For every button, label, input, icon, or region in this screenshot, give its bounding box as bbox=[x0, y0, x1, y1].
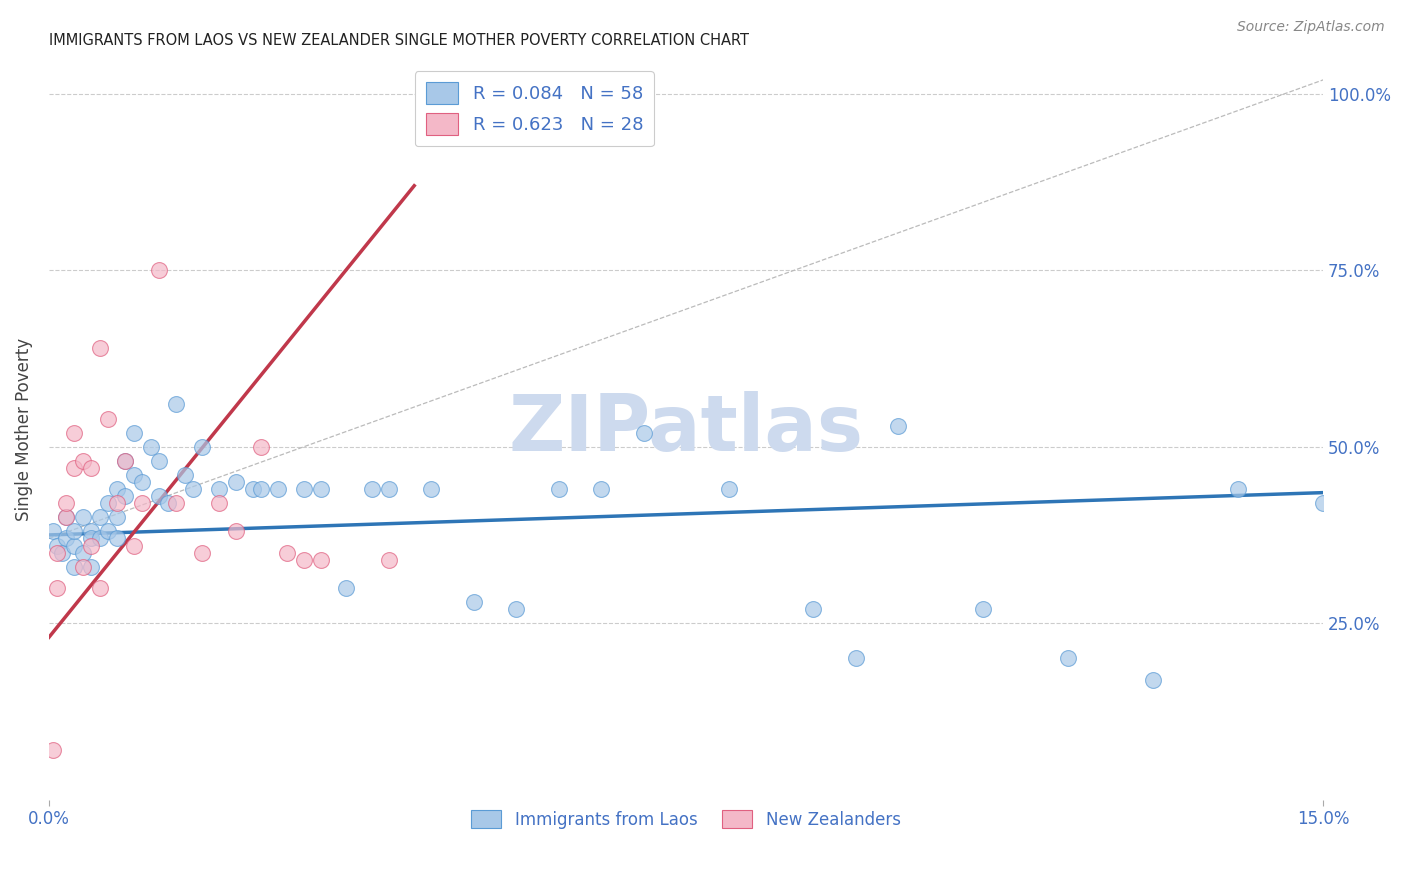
Point bbox=[250, 482, 273, 496]
Point bbox=[105, 482, 128, 496]
Point bbox=[122, 425, 145, 440]
Point bbox=[131, 496, 153, 510]
Point bbox=[122, 467, 145, 482]
Point bbox=[335, 581, 357, 595]
Text: ZIPatlas: ZIPatlas bbox=[509, 391, 863, 467]
Point bbox=[139, 440, 162, 454]
Point bbox=[105, 510, 128, 524]
Point bbox=[309, 482, 332, 496]
Point bbox=[97, 496, 120, 510]
Point bbox=[72, 510, 94, 524]
Point bbox=[55, 532, 77, 546]
Point bbox=[225, 524, 247, 539]
Point bbox=[242, 482, 264, 496]
Y-axis label: Single Mother Poverty: Single Mother Poverty bbox=[15, 337, 32, 521]
Point bbox=[55, 496, 77, 510]
Point bbox=[72, 454, 94, 468]
Point bbox=[292, 482, 315, 496]
Point bbox=[89, 510, 111, 524]
Point bbox=[309, 552, 332, 566]
Point bbox=[114, 489, 136, 503]
Point bbox=[165, 496, 187, 510]
Text: IMMIGRANTS FROM LAOS VS NEW ZEALANDER SINGLE MOTHER POVERTY CORRELATION CHART: IMMIGRANTS FROM LAOS VS NEW ZEALANDER SI… bbox=[49, 33, 749, 48]
Point bbox=[63, 524, 86, 539]
Point bbox=[1142, 673, 1164, 687]
Point bbox=[80, 559, 103, 574]
Point bbox=[887, 418, 910, 433]
Point bbox=[97, 411, 120, 425]
Point bbox=[505, 602, 527, 616]
Point bbox=[165, 397, 187, 411]
Point bbox=[55, 510, 77, 524]
Point bbox=[420, 482, 443, 496]
Point bbox=[46, 539, 69, 553]
Point bbox=[717, 482, 740, 496]
Point bbox=[46, 581, 69, 595]
Point bbox=[63, 539, 86, 553]
Point bbox=[156, 496, 179, 510]
Legend: Immigrants from Laos, New Zealanders: Immigrants from Laos, New Zealanders bbox=[464, 804, 907, 836]
Point bbox=[51, 545, 73, 559]
Point bbox=[225, 475, 247, 489]
Point bbox=[292, 552, 315, 566]
Point bbox=[276, 545, 298, 559]
Point bbox=[42, 524, 65, 539]
Point bbox=[148, 263, 170, 277]
Point bbox=[63, 425, 86, 440]
Point bbox=[105, 496, 128, 510]
Point bbox=[1312, 496, 1334, 510]
Point bbox=[191, 545, 214, 559]
Point bbox=[591, 482, 613, 496]
Point bbox=[633, 425, 655, 440]
Point bbox=[148, 454, 170, 468]
Point bbox=[173, 467, 195, 482]
Point bbox=[97, 524, 120, 539]
Point bbox=[80, 532, 103, 546]
Point bbox=[148, 489, 170, 503]
Point bbox=[463, 595, 485, 609]
Point bbox=[89, 532, 111, 546]
Point bbox=[122, 539, 145, 553]
Point bbox=[42, 743, 65, 757]
Point bbox=[250, 440, 273, 454]
Text: Source: ZipAtlas.com: Source: ZipAtlas.com bbox=[1237, 20, 1385, 34]
Point bbox=[114, 454, 136, 468]
Point bbox=[1057, 651, 1080, 665]
Point bbox=[267, 482, 290, 496]
Point bbox=[1227, 482, 1250, 496]
Point bbox=[80, 524, 103, 539]
Point bbox=[191, 440, 214, 454]
Point bbox=[63, 461, 86, 475]
Point bbox=[89, 581, 111, 595]
Point bbox=[208, 482, 231, 496]
Point bbox=[377, 552, 399, 566]
Point bbox=[89, 341, 111, 355]
Point bbox=[80, 539, 103, 553]
Point bbox=[208, 496, 231, 510]
Point bbox=[377, 482, 399, 496]
Point bbox=[55, 510, 77, 524]
Point bbox=[547, 482, 569, 496]
Point bbox=[114, 454, 136, 468]
Point bbox=[131, 475, 153, 489]
Point bbox=[80, 461, 103, 475]
Point bbox=[72, 559, 94, 574]
Point bbox=[183, 482, 205, 496]
Point bbox=[803, 602, 825, 616]
Point bbox=[972, 602, 994, 616]
Point bbox=[845, 651, 868, 665]
Point bbox=[360, 482, 382, 496]
Point bbox=[63, 559, 86, 574]
Point bbox=[105, 532, 128, 546]
Point bbox=[72, 545, 94, 559]
Point bbox=[46, 545, 69, 559]
